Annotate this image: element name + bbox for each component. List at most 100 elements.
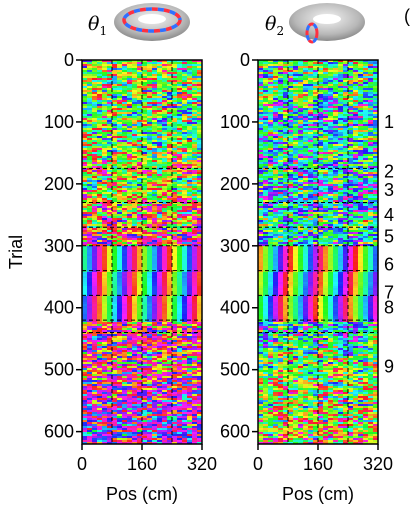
heatmap-cell [142,326,148,329]
heatmap-cell [182,260,188,263]
heatmap-cell [192,98,198,101]
heatmap-cell [92,322,98,325]
heatmap-cell [182,280,188,283]
heatmap-cell [122,232,128,235]
heatmap-cell [92,132,98,135]
heatmap-cell [142,310,148,313]
heatmap-cell [192,184,198,187]
heatmap-cell [368,80,374,83]
heatmap-cell [298,62,304,65]
heatmap-cell [127,430,133,433]
heatmap-cell [162,102,168,105]
heatmap-cell [82,382,88,385]
heatmap-cell [147,290,153,293]
heatmap-cell [187,118,193,121]
heatmap-cell [177,226,183,229]
heatmap-cell [117,130,123,133]
heatmap-cell [172,414,178,417]
heatmap-cell [112,70,118,73]
heatmap-cell [157,102,163,105]
heatmap-cell [92,374,98,377]
heatmap-cell [147,392,153,395]
heatmap-cell [112,324,118,327]
heatmap-cell [82,100,88,103]
heatmap-cell [142,336,148,339]
heatmap-cell [172,150,178,153]
heatmap-cell [82,310,88,313]
heatmap-cell [142,440,148,443]
heatmap-cell [122,434,128,437]
heatmap-cell [107,374,113,377]
heatmap-cell [152,434,158,437]
heatmap-cell [107,264,113,267]
heatmap-cell [152,408,158,411]
heatmap-cell [127,92,133,95]
heatmap-cell [87,332,93,335]
heatmap-cell [187,224,193,227]
heatmap-cell [97,170,103,173]
heatmap-cell [263,80,269,83]
heatmap-cell [192,156,198,159]
heatmap-cell [147,234,153,237]
heatmap-cell [107,60,113,63]
heatmap-cell [137,278,143,281]
heatmap-cell [97,74,103,77]
heatmap-cell [137,290,143,293]
heatmap-cell [97,158,103,161]
heatmap-cell [142,84,148,87]
heatmap-cell [102,110,108,113]
heatmap-cell [177,254,183,257]
heatmap-cell [152,216,158,219]
heatmap-cell [172,230,178,233]
heatmap-cell [283,80,289,83]
heatmap-cell [263,70,269,73]
heatmap-cell [112,124,118,127]
heatmap-cell [92,356,98,359]
heatmap-cell [182,426,188,429]
heatmap-cell [353,66,359,69]
heatmap-cell [187,306,193,309]
heatmap-cell [102,214,108,217]
heatmap-cell [192,182,198,185]
heatmap-cell [172,100,178,103]
heatmap-cell [177,430,183,433]
heatmap-cell [368,84,374,87]
heatmap-cell [308,78,314,81]
heatmap-cell [187,68,193,71]
heatmap-cell [142,80,148,83]
heatmap-cell [358,74,364,77]
heatmap-cell [117,440,123,443]
heatmap-cell [117,240,123,243]
heatmap-cell [107,210,113,213]
heatmap-cell [182,374,188,377]
heatmap-cell [278,70,284,73]
heatmap-cell [177,188,183,191]
heatmap-cell [82,426,88,429]
heatmap-cell [177,234,183,237]
heatmap-cell [132,120,138,123]
heatmap-cell [122,432,128,435]
heatmap-cell [137,330,143,333]
heatmap-cell [152,278,158,281]
heatmap-cell [182,252,188,255]
heatmap-cell [122,440,128,443]
heatmap-cell [167,348,173,351]
heatmap-cell [333,68,339,71]
heatmap-cell [112,372,118,375]
heatmap-cell [117,156,123,159]
heatmap-cell [102,248,108,251]
heatmap-cell [87,442,93,444]
heatmap-cell [192,194,198,197]
heatmap-cell [97,338,103,341]
heatmap-cell [157,310,163,313]
heatmap-cell [157,270,163,273]
heatmap-cell [187,112,193,115]
heatmap-cell [172,164,178,167]
heatmap-cell [122,198,128,201]
heatmap-cell [162,232,168,235]
heatmap-cell [107,378,113,381]
heatmap-cell [167,68,173,71]
heatmap-cell [82,208,88,211]
heatmap-cell [132,196,138,199]
heatmap-cell [122,102,128,105]
